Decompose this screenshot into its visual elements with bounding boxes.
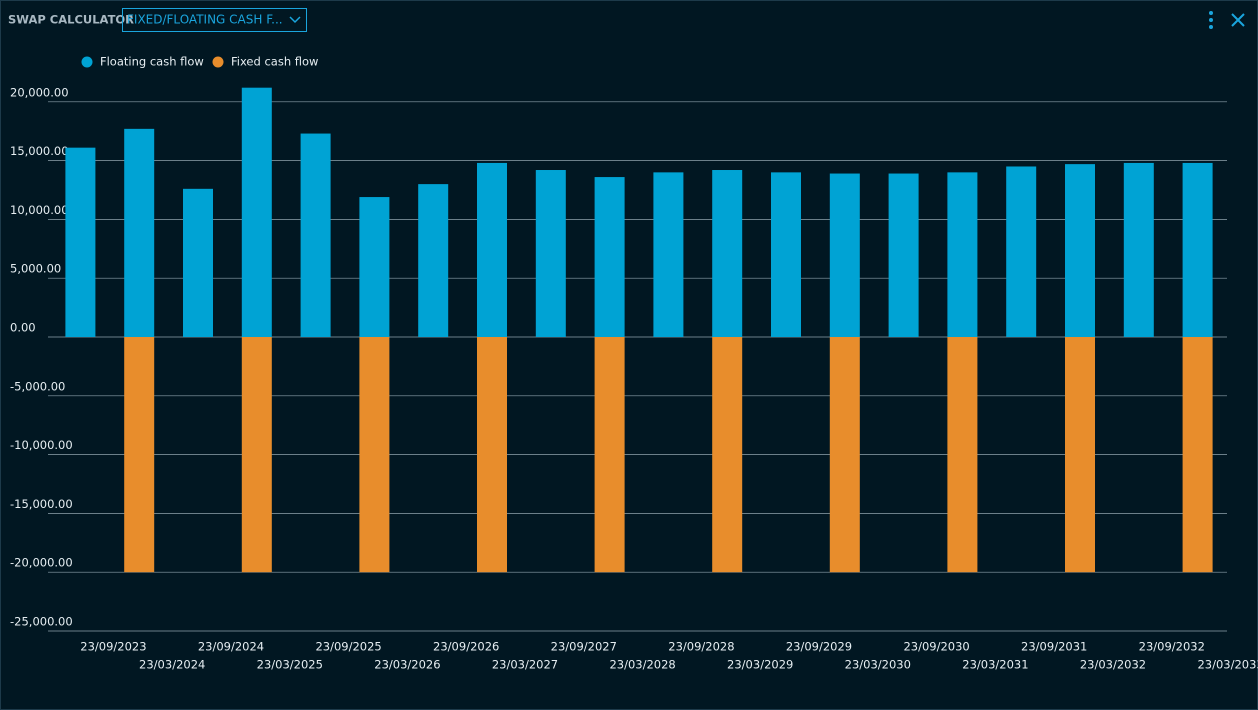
x-tick-label: 23/03/2031 [962,658,1028,672]
bar [653,172,684,337]
menu-icon[interactable] [1209,11,1213,29]
bar [300,133,331,337]
bar [535,170,566,337]
bar [1182,337,1213,573]
bar [594,177,625,337]
bar [418,184,449,337]
y-tick-label: 5,000.00 [10,262,61,276]
bar [1006,166,1037,337]
x-tick-label: 23/03/2024 [139,658,205,672]
x-tick-label: 23/03/2026 [374,658,440,672]
close-icon[interactable] [1231,13,1245,27]
bar [359,197,390,337]
x-tick-label: 23/09/2030 [903,640,969,654]
x-tick-label: 23/09/2027 [551,640,617,654]
x-tick-label: 23/03/2027 [492,658,558,672]
bar [829,337,860,573]
x-tick-label: 23/09/2028 [668,640,734,654]
bar [359,337,390,573]
x-tick-label: 23/09/2029 [786,640,852,654]
bar [947,172,978,337]
bar [124,128,155,337]
y-tick-label: 20,000.00 [10,85,69,99]
bar [712,337,743,573]
x-tick-label: 23/03/2029 [727,658,793,672]
dropdown[interactable] [122,8,307,32]
bar [477,162,507,337]
dropdown-text[interactable]: FIXED/FLOATING CASH F... [127,13,283,27]
bar [829,173,860,337]
bar [124,337,155,573]
dropdown-arrow[interactable] [289,16,301,24]
bar [65,147,96,337]
y-tick-label: -25,000.00 [10,615,73,629]
y-tick-label: -20,000.00 [10,556,73,570]
bar [1065,164,1095,337]
y-tick-label: -10,000.00 [10,438,73,452]
bar [477,337,507,573]
x-tick-label: 23/03/2028 [609,658,675,672]
bar [947,337,978,573]
bar [888,173,919,337]
bar [241,87,272,337]
bar [771,172,801,337]
y-tick-label: 0.00 [10,321,36,335]
bar [712,170,743,337]
x-tick-label: 23/09/2024 [198,640,264,654]
x-tick-label: 23/09/2023 [80,640,146,654]
x-tick-label: 23/09/2025 [315,640,381,654]
y-tick-label: -5,000.00 [10,379,65,393]
y-tick-label: 15,000.00 [10,144,69,158]
legend-marker [212,56,224,68]
bar [1182,162,1213,337]
legend-label: Floating cash flow [100,55,204,69]
bar [594,337,625,573]
x-tick-label: 23/09/2031 [1021,640,1087,654]
bar [183,188,213,337]
legend-label: Fixed cash flow [231,55,318,69]
x-tick-label: 23/09/2032 [1139,640,1205,654]
bar [1123,162,1154,337]
panel-title: SWAP CALCULATOR [8,13,134,27]
legend-marker [81,56,93,68]
y-tick-label: 10,000.00 [10,203,69,217]
x-tick-label: 23/03/2025 [257,658,323,672]
bar [1065,337,1095,573]
bar [241,337,272,573]
x-tick-label: 23/03/2033 [1197,658,1258,672]
y-tick-label: -15,000.00 [10,497,73,511]
x-tick-label: 23/03/2032 [1080,658,1146,672]
x-tick-label: 23/03/2030 [845,658,911,672]
x-tick-label: 23/09/2026 [433,640,499,654]
